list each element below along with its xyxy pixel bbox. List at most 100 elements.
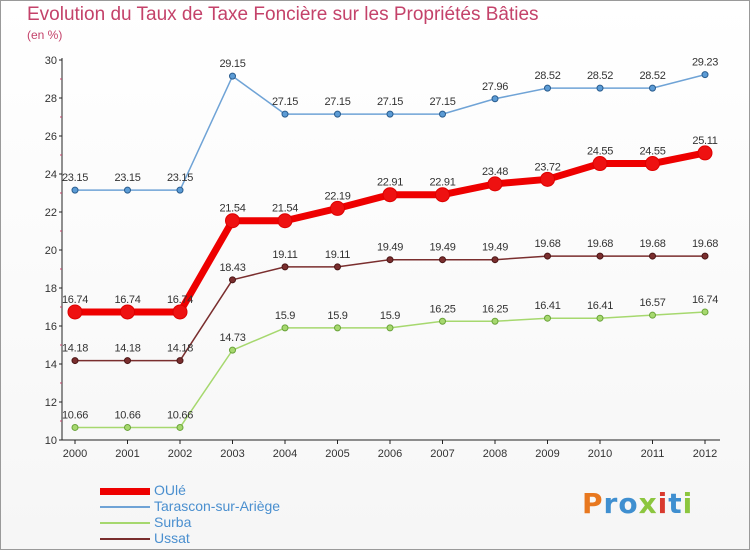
data-label: 14.18 <box>167 343 193 355</box>
data-label: 16.74 <box>62 294 88 306</box>
x-tick-label: 2010 <box>588 448 612 460</box>
data-label: 19.11 <box>272 249 297 261</box>
data-point <box>649 252 656 260</box>
data-point <box>649 311 656 319</box>
y-tick-label: 22 <box>45 207 57 219</box>
proxiti-logo: Proxiti <box>582 487 693 520</box>
data-label: 27.15 <box>377 96 403 108</box>
y-tick-label: 26 <box>45 131 57 143</box>
data-label: 19.68 <box>587 238 613 250</box>
data-point <box>71 186 79 194</box>
data-label: 23.48 <box>482 166 508 178</box>
legend-label: OUlé <box>154 482 186 498</box>
data-point <box>491 95 499 103</box>
data-point <box>124 357 131 365</box>
x-tick-label: 2001 <box>115 448 139 460</box>
data-label: 19.49 <box>377 242 403 254</box>
data-point <box>697 145 713 161</box>
data-point <box>71 423 79 431</box>
legend-label: Ussat <box>154 530 190 546</box>
x-tick-label: 2012 <box>693 448 717 460</box>
data-label: 19.49 <box>429 242 455 254</box>
data-point <box>172 304 188 320</box>
x-tick-label: 2005 <box>325 448 349 460</box>
data-label: 28.52 <box>587 70 613 82</box>
y-tick-label: 28 <box>45 93 57 105</box>
data-label: 19.49 <box>482 242 508 254</box>
data-point <box>435 187 450 203</box>
data-label: 22.19 <box>324 190 350 202</box>
data-label: 27.15 <box>324 96 350 108</box>
data-label: 15.9 <box>380 310 400 322</box>
data-label: 10.66 <box>114 409 140 421</box>
data-label: 19.68 <box>692 238 718 250</box>
data-point <box>281 324 289 332</box>
legend-label: Surba <box>154 514 192 530</box>
logo-letter: t <box>668 487 683 520</box>
data-point <box>649 84 656 92</box>
data-label: 16.25 <box>482 303 508 315</box>
data-point <box>229 72 236 80</box>
data-point <box>544 252 551 260</box>
data-point <box>176 186 184 194</box>
chart-title: Evolution du Taux de Taxe Foncière sur l… <box>27 4 539 25</box>
data-label: 29.15 <box>219 58 245 70</box>
data-point <box>491 317 499 325</box>
data-label: 21.54 <box>219 203 245 215</box>
data-label: 15.9 <box>327 310 347 322</box>
data-label: 16.57 <box>639 297 665 309</box>
data-label: 29.23 <box>692 57 718 69</box>
data-label: 23.15 <box>114 172 140 184</box>
data-point <box>330 200 345 216</box>
legend-swatch <box>100 538 150 540</box>
data-label: 15.9 <box>275 310 295 322</box>
data-point <box>334 263 341 271</box>
x-tick-label: 2011 <box>641 448 665 460</box>
data-point <box>225 213 240 229</box>
logo-letter: P <box>582 487 604 520</box>
data-point <box>701 71 709 79</box>
data-label: 16.41 <box>534 300 560 312</box>
data-point <box>540 171 555 187</box>
data-point <box>382 187 398 203</box>
data-label: 16.74 <box>167 294 193 306</box>
data-point <box>596 314 604 322</box>
data-point <box>124 423 131 431</box>
data-point <box>701 308 709 316</box>
data-label: 24.55 <box>587 146 613 158</box>
data-label: 10.66 <box>62 409 88 421</box>
logo-letter: o <box>618 487 639 520</box>
data-label: 27.96 <box>482 81 508 93</box>
legend-swatch <box>100 522 150 524</box>
data-label: 14.18 <box>62 343 88 355</box>
data-point <box>281 110 289 118</box>
data-point <box>596 84 604 92</box>
data-label: 19.68 <box>534 238 560 250</box>
data-label: 14.73 <box>219 332 245 344</box>
data-label: 16.74 <box>692 294 718 306</box>
data-label: 24.55 <box>639 146 665 158</box>
legend-swatch <box>100 506 150 508</box>
data-label: 23.15 <box>62 172 88 184</box>
y-tick-label: 14 <box>45 359 57 371</box>
data-point <box>229 276 236 284</box>
logo-letter: r <box>603 487 619 520</box>
data-label: 14.18 <box>114 343 140 355</box>
data-point <box>334 110 341 118</box>
data-label: 16.25 <box>429 303 455 315</box>
data-point <box>67 304 83 320</box>
data-label: 28.52 <box>534 70 560 82</box>
data-label: 16.41 <box>587 300 613 312</box>
data-point <box>71 357 79 365</box>
y-tick-label: 24 <box>45 169 57 181</box>
logo-letter: x <box>638 487 658 520</box>
data-label: 16.74 <box>114 294 140 306</box>
data-point <box>386 110 394 118</box>
data-label: 18.43 <box>219 262 245 274</box>
logo-letter: i <box>657 487 669 520</box>
data-label: 21.54 <box>272 203 298 215</box>
x-tick-label: 2003 <box>220 448 244 460</box>
data-point <box>544 84 551 92</box>
data-point <box>701 252 709 260</box>
